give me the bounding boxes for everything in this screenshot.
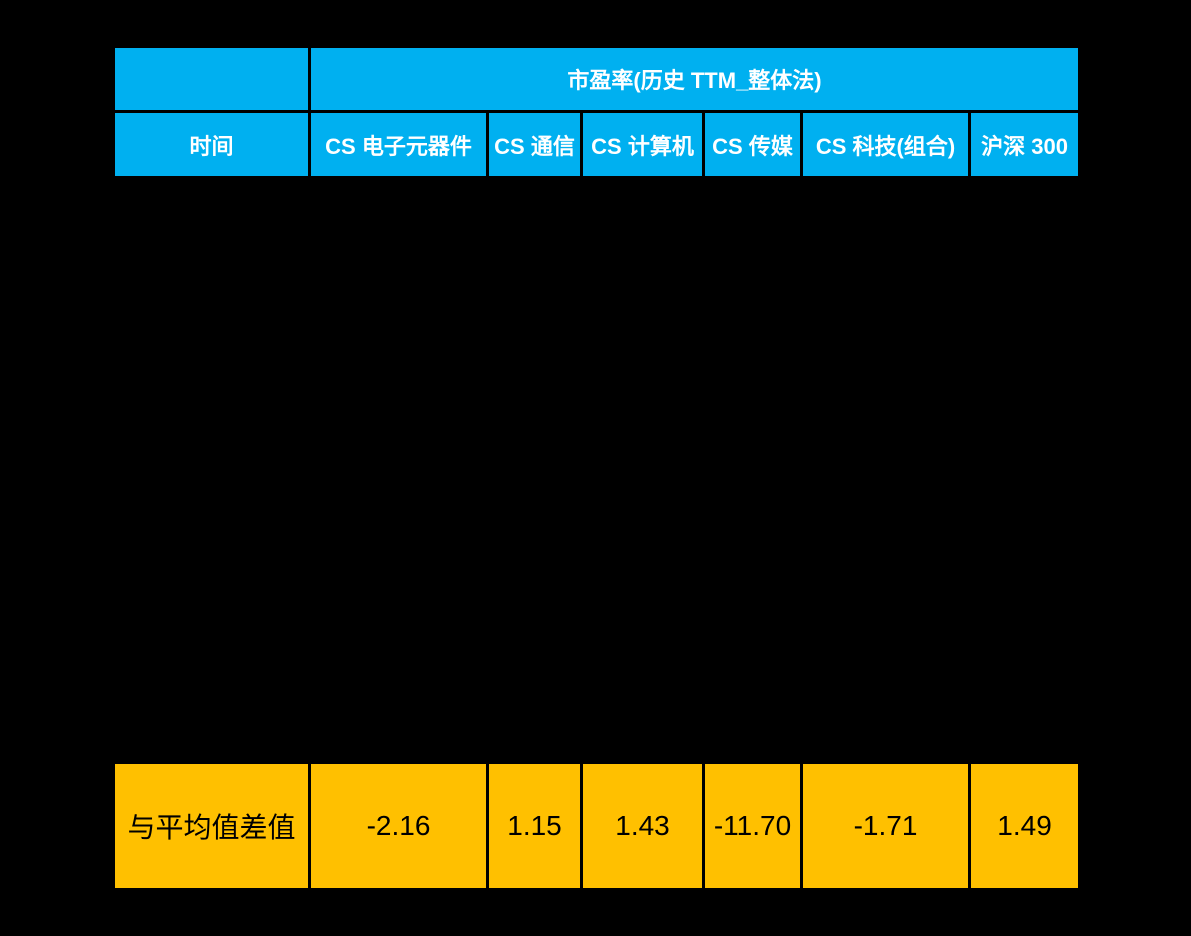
footer-value-cs-technology-composite: -1.71 xyxy=(800,761,971,891)
hidden-data-region-row xyxy=(111,176,1082,764)
footer-value-cs-media: -11.70 xyxy=(702,761,803,891)
table-group-header-row: 市盈率(历史 TTM_整体法) xyxy=(112,45,1082,113)
col-header-time: 时间 xyxy=(112,110,311,179)
footer-value-cs-computer: 1.43 xyxy=(580,761,705,891)
footer-value-cs-electronic-components: -2.16 xyxy=(308,761,489,891)
col-header-cs-telecom: CS 通信 xyxy=(486,110,583,179)
group-header-title: 市盈率(历史 TTM_整体法) xyxy=(307,45,1082,113)
col-header-cs-technology-composite: CS 科技(组合) xyxy=(800,110,971,179)
hidden-data-region xyxy=(111,176,1082,764)
group-header-corner-cell xyxy=(112,45,311,113)
col-header-cs-computer: CS 计算机 xyxy=(580,110,705,179)
col-header-cs-electronic-components: CS 电子元器件 xyxy=(308,110,489,179)
difference-from-average-row: 与平均值差值 -2.16 1.15 1.43 -11.70 -1.71 1.49 xyxy=(112,761,1082,891)
table-column-header-row: 时间 CS 电子元器件 CS 通信 CS 计算机 CS 传媒 CS 科技(组合)… xyxy=(112,110,1082,179)
col-header-csi-300: 沪深 300 xyxy=(967,110,1082,179)
footer-row-label: 与平均值差值 xyxy=(112,761,311,891)
footer-value-csi-300: 1.49 xyxy=(967,761,1082,891)
col-header-cs-media: CS 传媒 xyxy=(702,110,803,179)
pe-valuation-table: 市盈率(历史 TTM_整体法) 时间 CS 电子元器件 CS 通信 CS 计算机… xyxy=(111,45,1082,891)
footer-value-cs-telecom: 1.15 xyxy=(486,761,583,891)
